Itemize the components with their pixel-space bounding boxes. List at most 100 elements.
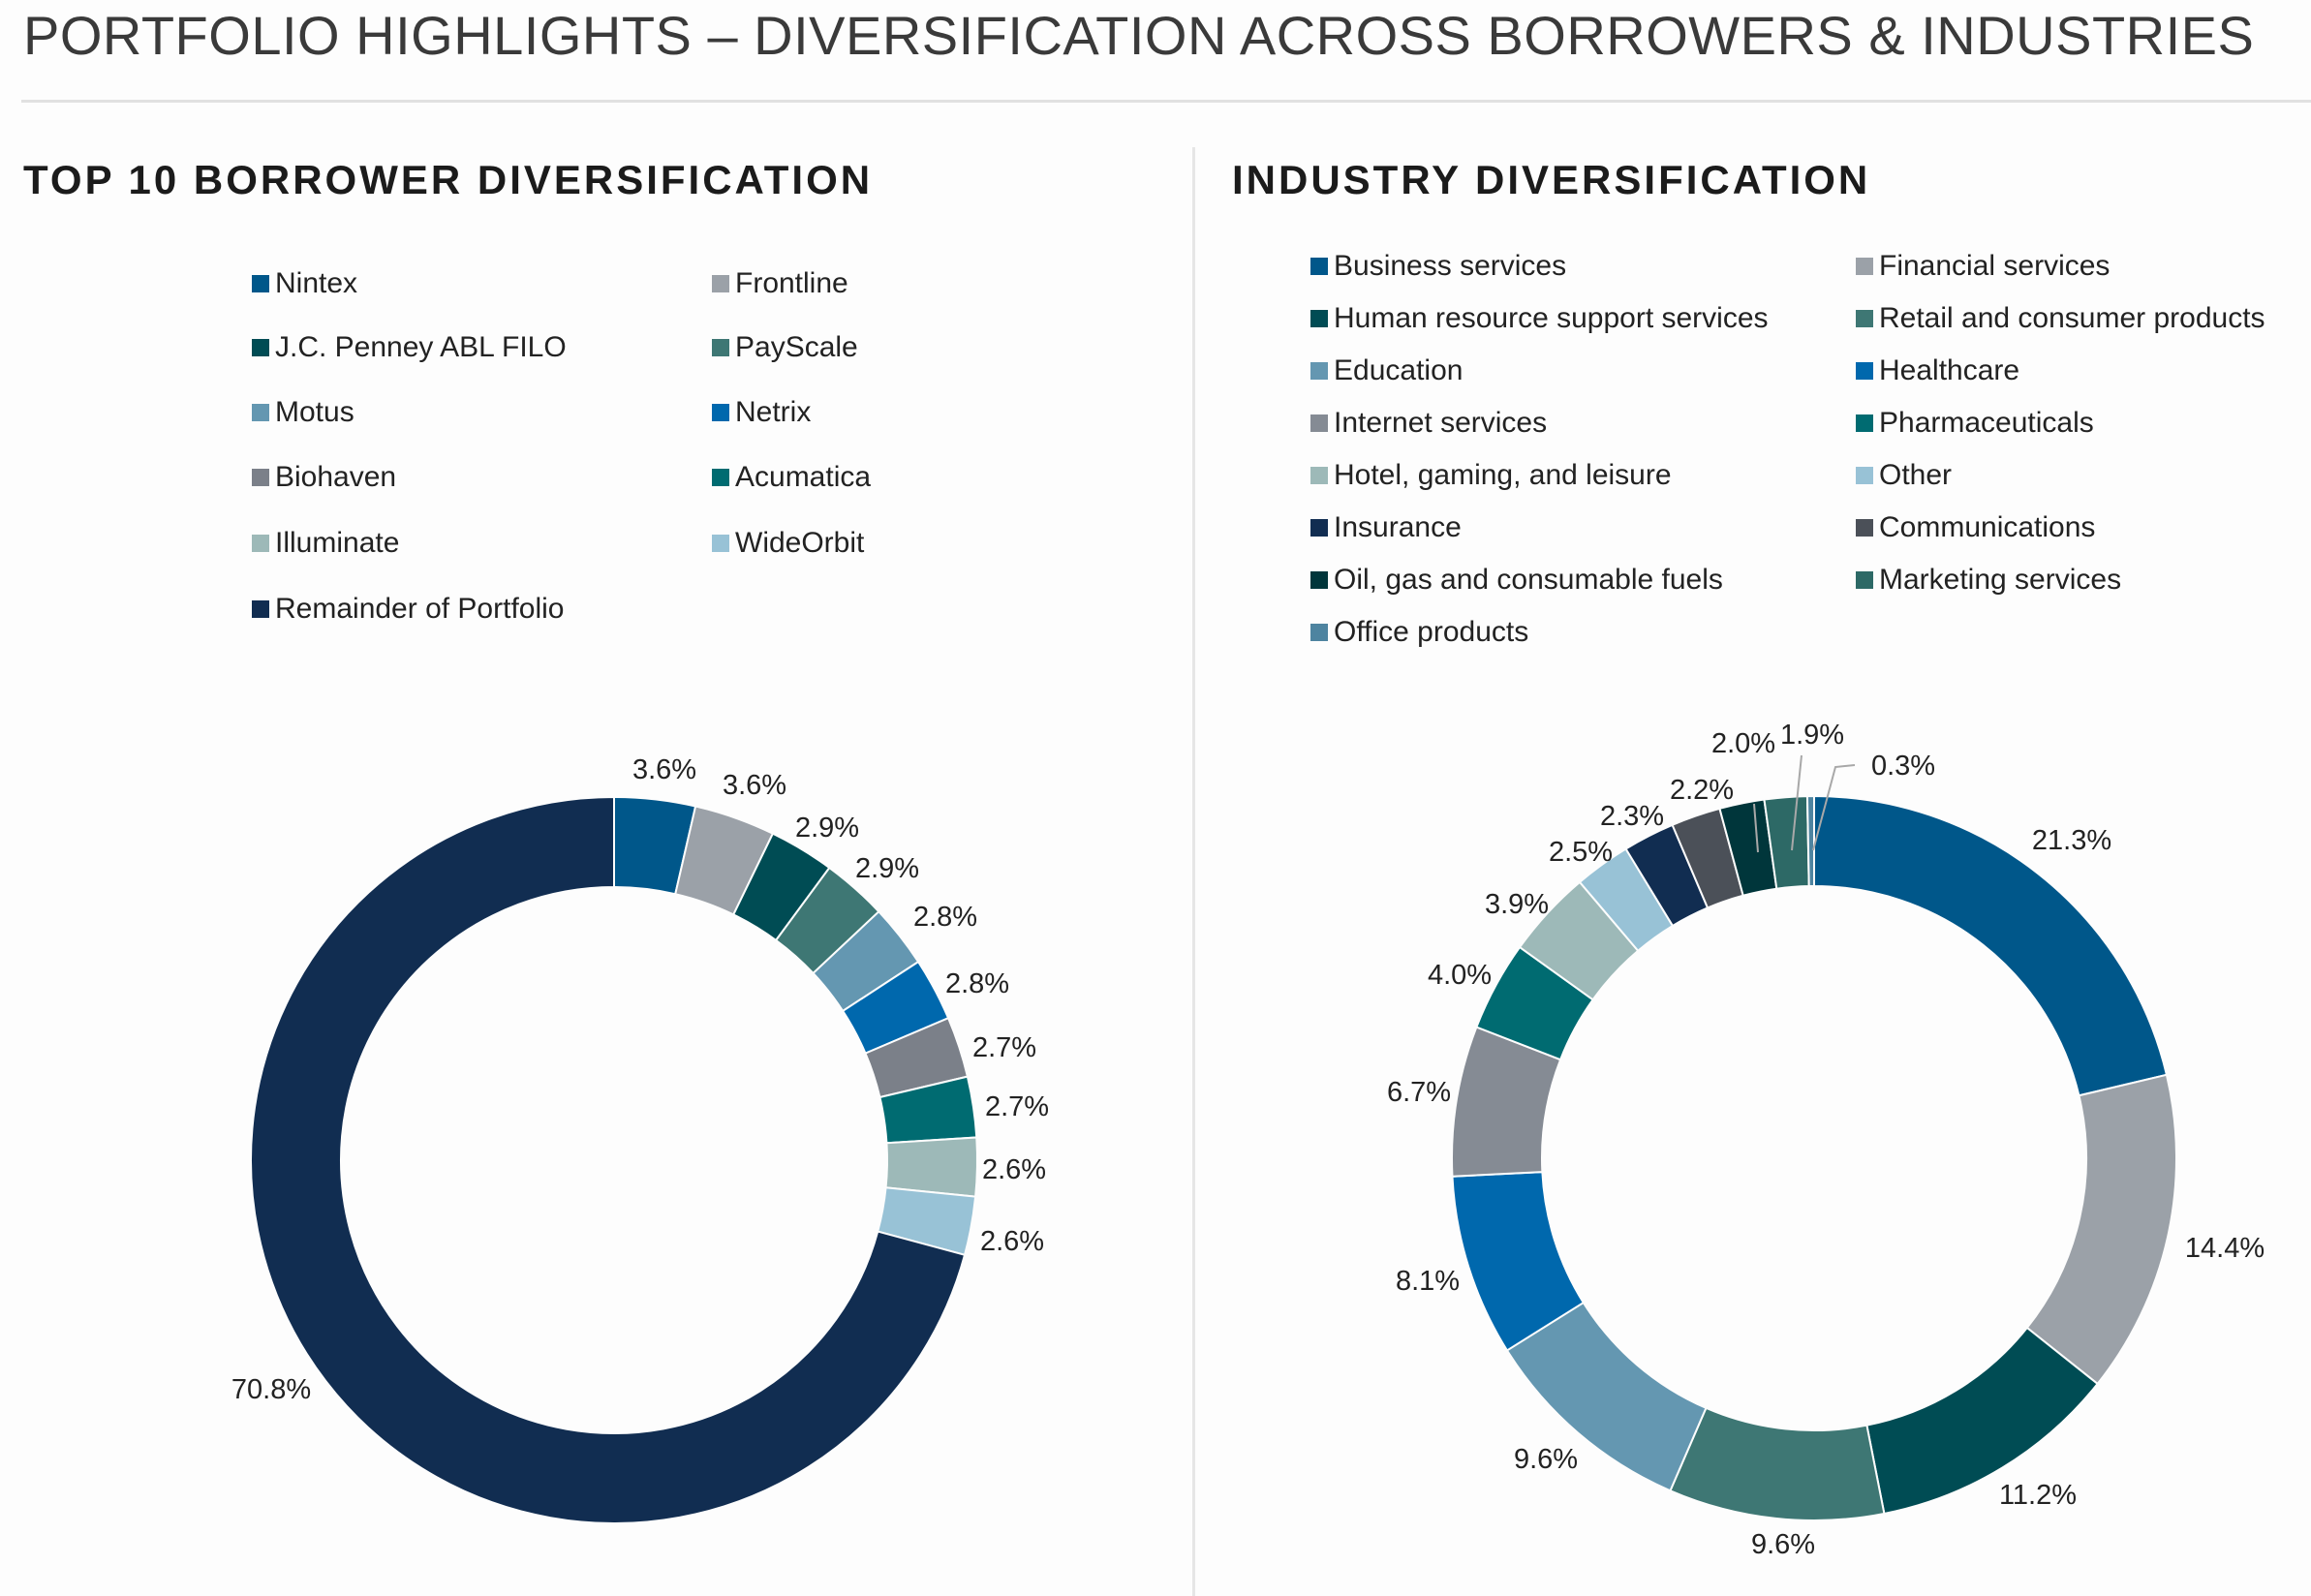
legend-item-education: Education: [1310, 354, 1463, 387]
legend-label: Business services: [1334, 250, 1567, 282]
data-label-office-products: 0.3%: [1871, 751, 1935, 782]
legend-swatch: [252, 404, 269, 421]
legend-item-hotel-gaming-and-leisure: Hotel, gaming, and leisure: [1310, 459, 1672, 492]
legend-item-nintex: Nintex: [252, 267, 357, 300]
legend-item-illuminate: Illuminate: [252, 527, 399, 560]
legend-label: Biohaven: [275, 461, 397, 493]
legend-swatch: [1856, 519, 1873, 537]
data-label-j-c-penney-abl-filo: 2.9%: [795, 813, 859, 844]
legend-item-motus: Motus: [252, 396, 354, 429]
legend-swatch: [1856, 571, 1873, 589]
legend-label: Education: [1334, 354, 1464, 386]
legend-swatch: [252, 535, 269, 552]
data-label-wideorbit: 2.6%: [980, 1226, 1044, 1257]
data-label-nintex: 3.6%: [632, 754, 696, 785]
data-label-communications: 2.2%: [1670, 775, 1734, 806]
data-label-biohaven: 2.7%: [972, 1032, 1036, 1063]
legend-swatch: [1310, 571, 1328, 589]
data-label-motus: 2.8%: [913, 902, 977, 933]
legend-label: J.C. Penney ABL FILO: [275, 331, 567, 363]
legend-label: PayScale: [735, 331, 858, 363]
legend-item-insurance: Insurance: [1310, 511, 1462, 544]
legend-label: Human resource support services: [1334, 302, 1769, 334]
legend-swatch: [252, 275, 269, 292]
legend-label: Netrix: [735, 396, 812, 428]
legend-swatch: [1856, 258, 1873, 275]
legend-swatch: [1856, 362, 1873, 380]
legend-label: WideOrbit: [735, 527, 865, 559]
data-label-financial-services: 14.4%: [2185, 1233, 2265, 1264]
legend-item-biohaven: Biohaven: [252, 461, 396, 494]
title-divider: [21, 100, 2311, 103]
legend-label: Remainder of Portfolio: [275, 593, 565, 625]
data-label-insurance: 2.3%: [1600, 801, 1664, 832]
legend-item-netrix: Netrix: [712, 396, 811, 429]
slice-financial-services: [2025, 1073, 2177, 1386]
legend-item-healthcare: Healthcare: [1856, 354, 2019, 387]
data-label-remainder-of-portfolio: 70.8%: [231, 1374, 311, 1405]
legend-label: Retail and consumer products: [1879, 302, 2265, 334]
legend-swatch: [712, 275, 729, 292]
leader-line: [1753, 803, 1759, 853]
legend-item-j-c-penney-abl-filo: J.C. Penney ABL FILO: [252, 331, 567, 364]
legend-item-acumatica: Acumatica: [712, 461, 871, 494]
legend-swatch: [252, 339, 269, 356]
legend-label: Nintex: [275, 267, 358, 299]
legend-label: Other: [1879, 459, 1953, 491]
data-label-acumatica: 2.7%: [985, 1091, 1049, 1122]
legend-swatch: [252, 600, 269, 618]
legend-swatch: [1856, 310, 1873, 327]
legend-label: Financial services: [1879, 250, 2111, 282]
legend-item-human-resource-support-services: Human resource support services: [1310, 302, 1769, 335]
legend-item-marketing-services: Marketing services: [1856, 564, 2121, 597]
legend-label: Insurance: [1334, 511, 1462, 543]
legend-swatch: [1856, 414, 1873, 432]
data-label-marketing-services: 1.9%: [1780, 720, 1844, 751]
data-label-other: 2.5%: [1549, 837, 1613, 868]
legend-item-payscale: PayScale: [712, 331, 858, 364]
data-label-human-resource-support-services: 11.2%: [1999, 1480, 2077, 1511]
legend-swatch: [1310, 362, 1328, 380]
data-label-netrix: 2.8%: [945, 968, 1009, 999]
legend-swatch: [1310, 467, 1328, 484]
legend-label: Office products: [1334, 616, 1529, 648]
legend-label: Internet services: [1334, 407, 1548, 439]
data-label-business-services: 21.3%: [2032, 825, 2111, 856]
legend-item-pharmaceuticals: Pharmaceuticals: [1856, 407, 2094, 440]
leader-line: [1812, 764, 1856, 851]
legend-label: Illuminate: [275, 527, 400, 559]
data-label-pharmaceuticals: 4.0%: [1428, 960, 1492, 991]
legend-item-remainder-of-portfolio: Remainder of Portfolio: [252, 593, 564, 626]
data-label-frontline: 3.6%: [723, 770, 786, 801]
legend-label: Frontline: [735, 267, 848, 299]
industry-chart-title: INDUSTRY DIVERSIFICATION: [1232, 157, 1871, 202]
legend-item-retail-and-consumer-products: Retail and consumer products: [1856, 302, 2265, 335]
data-label-oil-gas-and-consumable-fuels: 2.0%: [1711, 728, 1775, 759]
section-divider: [1192, 147, 1195, 1596]
leader-line: [1791, 754, 1803, 851]
legend-item-other: Other: [1856, 459, 1952, 492]
page-title: PORTFOLIO HIGHLIGHTS – DIVERSIFICATION A…: [23, 5, 2255, 66]
legend-item-communications: Communications: [1856, 511, 2095, 544]
legend-label: Oil, gas and consumable fuels: [1334, 564, 1723, 596]
legend-swatch: [1310, 414, 1328, 432]
legend-label: Healthcare: [1879, 354, 2020, 386]
legend-swatch: [712, 535, 729, 552]
data-label-healthcare: 8.1%: [1396, 1266, 1460, 1297]
legend-item-internet-services: Internet services: [1310, 407, 1547, 440]
data-label-hotel-gaming-and-leisure: 3.9%: [1485, 889, 1549, 920]
data-label-payscale: 2.9%: [855, 853, 919, 884]
legend-label: Motus: [275, 396, 354, 428]
slice-office-products: [1805, 794, 1815, 888]
legend-swatch: [1856, 467, 1873, 484]
legend-label: Communications: [1879, 511, 2096, 543]
legend-label: Hotel, gaming, and leisure: [1334, 459, 1672, 491]
legend-label: Pharmaceuticals: [1879, 407, 2094, 439]
legend-swatch: [712, 469, 729, 486]
legend-label: Acumatica: [735, 461, 872, 493]
legend-item-wideorbit: WideOrbit: [712, 527, 864, 560]
legend-item-financial-services: Financial services: [1856, 250, 2110, 283]
legend-swatch: [712, 404, 729, 421]
